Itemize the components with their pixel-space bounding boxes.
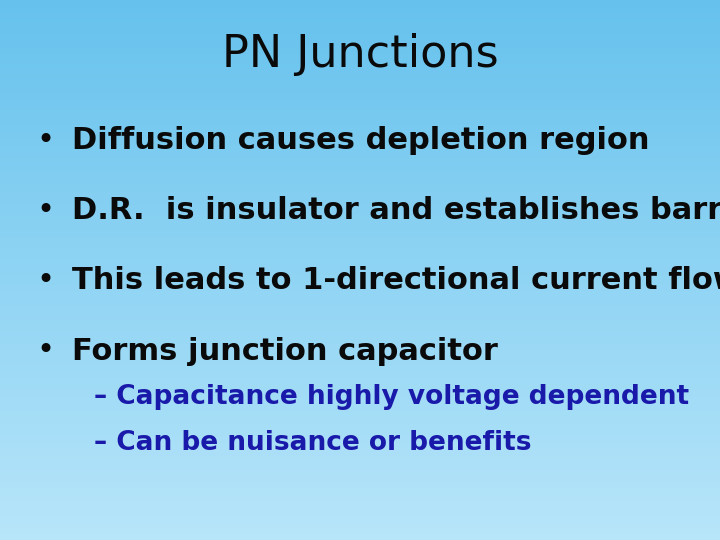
Text: Diffusion causes depletion region: Diffusion causes depletion region bbox=[72, 126, 649, 155]
Text: •: • bbox=[36, 336, 54, 366]
Text: •: • bbox=[36, 266, 54, 295]
Text: Forms junction capacitor: Forms junction capacitor bbox=[72, 336, 498, 366]
Text: This leads to 1-directional current flow: This leads to 1-directional current flow bbox=[72, 266, 720, 295]
Text: •: • bbox=[36, 196, 54, 225]
Text: •: • bbox=[36, 126, 54, 155]
Text: – Capacitance highly voltage dependent: – Capacitance highly voltage dependent bbox=[94, 384, 689, 410]
Text: D.R.  is insulator and establishes barrier: D.R. is insulator and establishes barrie… bbox=[72, 196, 720, 225]
Text: PN Junctions: PN Junctions bbox=[222, 32, 498, 76]
Text: – Can be nuisance or benefits: – Can be nuisance or benefits bbox=[94, 430, 531, 456]
